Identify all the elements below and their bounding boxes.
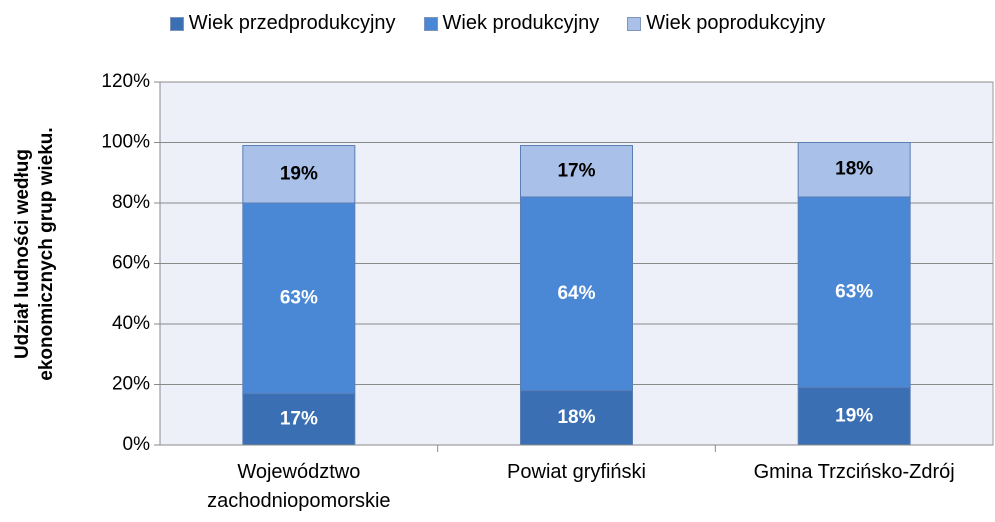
data-label: 64% [557,283,595,304]
legend-item: Wiek poprodukcyjny [627,12,825,35]
y-tick-label: 0% [123,434,151,455]
data-label: 18% [835,159,873,180]
y-axis-title: Udział ludności według ekonomicznych gru… [12,127,57,381]
data-label: 17% [557,160,595,181]
bar-segment [242,145,356,204]
y-tick-label: 60% [112,253,150,274]
bar-segment [520,145,633,198]
data-label: 63% [835,281,873,302]
bar-segment [242,393,356,446]
legend: Wiek przedprodukcyjny Wiek produkcyjny Wie… [0,12,995,35]
bar-segment [520,390,633,446]
data-label: 63% [280,287,318,308]
data-label: 18% [557,407,595,428]
data-label: 17% [280,408,318,429]
x-tick-label: Województwo zachodniopomorskie [207,461,391,512]
legend-label: Wiek przedprodukcyjny [188,12,396,34]
y-tick-label: 100% [101,132,150,153]
legend-swatch [627,16,642,31]
y-tick-label: 40% [112,313,150,334]
legend-swatch [423,16,438,31]
y-tick-label: 120% [101,71,150,92]
y-tick-label: 20% [112,374,150,395]
y-tick-label: 80% [112,192,150,213]
bar-segment [797,196,911,389]
bar-segment [520,196,633,392]
x-tick-label: Gmina Trzcińsko-Zdrój [753,461,955,483]
data-label: 19% [280,163,318,184]
bar-segment [797,387,911,446]
legend-label: Wiek produkcyjny [442,12,600,34]
data-label: 19% [835,405,873,426]
legend-item: Wiek produkcyjny [423,12,600,35]
bar-segment [242,202,356,395]
x-tick-label: Powiat gryfiński [507,461,646,483]
legend-swatch [169,16,184,31]
legend-item: Wiek przedprodukcyjny [169,12,396,35]
bar-segment [797,142,911,198]
legend-label: Wiek poprodukcyjny [646,12,826,34]
